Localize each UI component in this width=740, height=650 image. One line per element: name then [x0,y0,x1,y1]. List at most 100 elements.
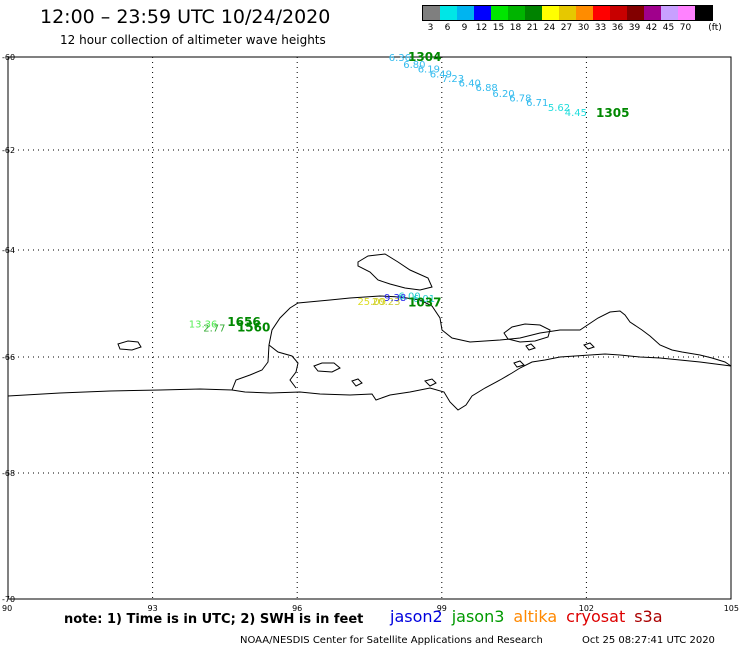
wave-height-value: 7.23 [442,74,464,85]
legend-swatch [695,6,712,20]
lat-label: -70 [2,595,15,604]
footer-note: note: 1) Time is in UTC; 2) SWH is in fe… [64,612,364,627]
legend-swatch [491,6,508,20]
lon-label: 102 [579,604,594,613]
wave-height-value: 6.36 [389,53,411,64]
wave-height-value: 13.36 [189,319,218,330]
legend-label: 12 [475,23,488,33]
island-mid-small [313,362,341,373]
wave-height-value: 6.40 [459,79,481,90]
color-legend: 3 6 9 12 15 18 21 24 27 30 33 36 39 42 45 70 (ft) [422,5,722,35]
lon-label: 99 [437,604,447,613]
legend-label: 27 [560,23,573,33]
legend-unit: (ft) [708,23,722,33]
ice-shelf-edge [7,295,732,397]
map-frame [7,56,732,600]
legend-label: 39 [628,23,641,33]
wave-height-value: 6.19 [418,65,440,76]
legend-swatch [610,6,627,20]
wave-height-value: 6.20 [492,89,514,100]
coast-inner-south [231,353,732,411]
legend-swatch [644,6,661,20]
island-west-small [117,340,142,351]
island-tiny-e [583,342,595,350]
lat-label: -62 [2,146,15,155]
legend-swatch [559,6,576,20]
coastline [7,253,732,411]
lon-label: 93 [148,604,158,613]
lat-label: -64 [2,246,15,255]
legend-label: 45 [662,23,675,33]
legend-swatch [423,6,440,20]
legend-label: 33 [594,23,607,33]
wave-height-value: 9.38 [384,293,406,304]
legend-swatch [627,6,644,20]
legend-label: 6 [444,23,451,33]
legend-swatch [474,6,491,20]
legend-label: 18 [509,23,522,33]
satellite-s3a: s3a [634,607,663,626]
legend-swatch [525,6,542,20]
wave-height-value: 6.80 [403,60,425,71]
legend-label: 30 [577,23,590,33]
wave-height-value: 2.77 [203,324,225,335]
wave-height-value: 6.88 [476,83,498,94]
lat-label: -68 [2,469,15,478]
legend-swatch [678,6,695,20]
pass-time-label: 1037 [408,295,441,309]
wave-height-value: 4.45 [565,108,587,119]
lon-label: 90 [2,604,12,613]
legend-label: 42 [645,23,658,33]
island-tiny-b [424,378,437,387]
island-upper [357,253,433,291]
wave-height-value: 25.09 [357,297,386,308]
pass-time-label: 1560 [237,321,270,335]
island-east-ellipse [503,323,551,343]
legend-label: 3 [427,23,434,33]
satellite-jason3: jason3 [451,607,505,626]
legend-swatch [593,6,610,20]
satellite-cryosat: cryosat [566,607,626,626]
wave-height-value: 20.23 [372,297,401,308]
lat-label: -60 [2,53,15,62]
island-tiny-a [351,378,363,387]
graticule [8,57,731,599]
legend-label: 21 [526,23,539,33]
satellite-legend: jason2 jason3 altika cryosat s3a [390,607,672,626]
wave-height-value: 6.78 [509,93,531,104]
pass-time-label: 1305 [596,106,629,120]
lon-label: 105 [724,604,739,613]
legend-label: 9 [461,23,468,33]
island-tiny-d [525,343,536,351]
legend-swatch [542,6,559,20]
lon-label: 96 [292,604,302,613]
legend-label: 36 [611,23,624,33]
legend-label: 15 [492,23,505,33]
island-tiny-c [513,360,525,368]
legend-swatches [422,5,713,21]
legend-labels: 3 6 9 12 15 18 21 24 27 30 33 36 39 42 45 70 (ft) [422,21,722,35]
wave-height-value: 5.62 [548,103,570,114]
generated-timestamp: Oct 25 08:27:41 UTC 2020 [582,635,715,646]
legend-swatch [457,6,474,20]
wave-height-value: 6.49 [430,69,452,80]
pass-time-label: 1656 [227,315,260,329]
observations-layer: 6.366.806.196.497.236.406.886.206.786.71… [189,53,587,335]
satellite-altika: altika [513,607,558,626]
legend-swatch [440,6,457,20]
coast-inner-ridge [268,344,299,389]
pass-time-label: 1304 [408,50,441,64]
legend-label: 24 [543,23,556,33]
credit-text: NOAA/NESDIS Center for Satellite Applica… [240,635,543,646]
legend-label: 70 [679,23,692,33]
wave-height-value: 6.00 [398,291,420,302]
page-title: 12:00 – 23:59 UTC 10/24/2020 [40,6,331,28]
legend-swatch [576,6,593,20]
satellite-jason2: jason2 [390,607,443,626]
legend-swatch [661,6,678,20]
page-subtitle: 12 hour collection of altimeter wave hei… [60,33,326,47]
lat-label: -66 [2,353,15,362]
